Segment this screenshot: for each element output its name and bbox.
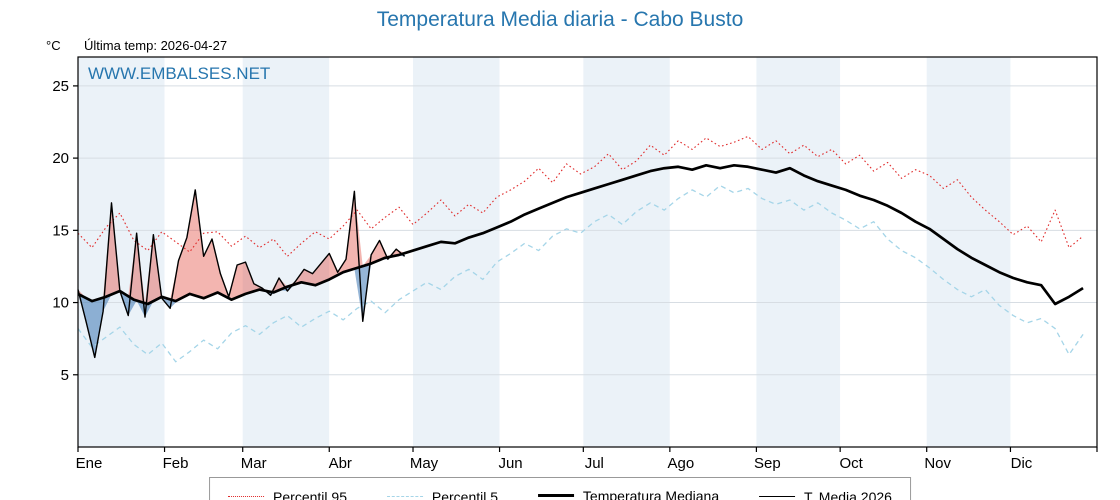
- svg-text:Ene: Ene: [76, 455, 103, 472]
- svg-text:Jun: Jun: [498, 455, 522, 472]
- legend-item-tmedia-2026: T. Media 2026: [759, 489, 892, 500]
- svg-text:Abr: Abr: [329, 455, 352, 472]
- svg-text:Mar: Mar: [241, 455, 267, 472]
- mediana-line-icon: [537, 494, 574, 497]
- percentil-5-line-icon: [386, 496, 423, 497]
- legend-label-tmedia-2026: T. Media 2026: [804, 488, 892, 500]
- svg-text:Feb: Feb: [163, 455, 189, 472]
- legend-label-percentil-95: Percentil 95: [273, 488, 347, 500]
- svg-text:5: 5: [61, 367, 69, 384]
- chart-title: Temperatura Media diaria - Cabo Busto: [376, 8, 744, 31]
- last-temp-label: Última temp: 2026-04-27: [84, 38, 228, 53]
- svg-text:Nov: Nov: [924, 455, 951, 472]
- svg-text:May: May: [410, 455, 439, 472]
- legend: Percentil 95 Percentil 5 Temperatura Med…: [209, 477, 911, 500]
- watermark: WWW.EMBALSES.NET: [88, 64, 271, 83]
- svg-text:Sep: Sep: [754, 455, 781, 472]
- svg-text:Jul: Jul: [585, 455, 604, 472]
- legend-label-mediana: Temperatura Mediana: [582, 487, 720, 500]
- percentil-95-line-icon: [228, 496, 265, 497]
- svg-text:Oct: Oct: [839, 455, 863, 472]
- svg-text:15: 15: [52, 222, 69, 239]
- y-axis-unit-label: °C: [46, 38, 61, 53]
- svg-text:Ago: Ago: [668, 455, 695, 472]
- svg-text:10: 10: [52, 295, 69, 312]
- legend-item-percentil-95: Percentil 95: [228, 489, 347, 500]
- legend-item-mediana: Temperatura Mediana: [537, 487, 720, 500]
- svg-text:25: 25: [52, 78, 69, 95]
- legend-label-percentil-5: Percentil 5: [431, 488, 499, 500]
- tmedia-2026-line-icon: [759, 496, 795, 497]
- svg-text:Dic: Dic: [1011, 455, 1033, 472]
- svg-text:20: 20: [52, 150, 69, 167]
- legend-item-percentil-5: Percentil 5: [386, 488, 499, 500]
